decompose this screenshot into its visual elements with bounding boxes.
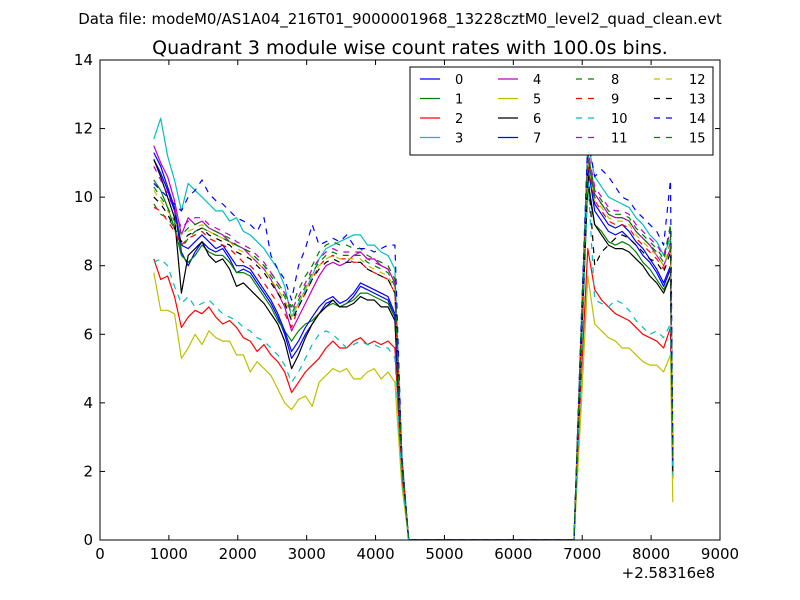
plot-area [153, 117, 674, 540]
legend-label-3: 3 [455, 132, 463, 147]
plot-frame [99, 59, 721, 541]
legend-label-12: 12 [689, 73, 706, 88]
x-tick-label: 1000 [150, 545, 188, 563]
series-line-14 [153, 138, 674, 540]
x-tick-label: 6000 [494, 545, 532, 563]
legend-label-10: 10 [611, 112, 628, 127]
x-tick-label: 5000 [425, 545, 463, 563]
series-line-7 [153, 152, 674, 540]
legend-label-9: 9 [611, 93, 619, 108]
y-tick-label: 4 [83, 394, 93, 412]
series-line-11 [153, 148, 674, 540]
y-tick-label: 6 [83, 325, 93, 343]
x-tick-label: 2000 [219, 545, 257, 563]
series-line-1 [153, 179, 674, 540]
y-tick-label: 2 [83, 462, 93, 480]
legend-label-1: 1 [455, 93, 463, 108]
x-tick-label: 4000 [356, 545, 394, 563]
series-line-15 [153, 158, 674, 540]
x-tick-label: 7000 [563, 545, 601, 563]
legend-label-2: 2 [455, 112, 463, 127]
legend-label-6: 6 [533, 112, 541, 127]
series-lines [153, 117, 674, 540]
series-line-10 [153, 176, 674, 540]
axes: 0 1000 2000 3000 4000 5000 6000 7000 8000 9000 0 2 4… [74, 51, 739, 563]
legend-label-14: 14 [689, 112, 706, 127]
y-tick-label: 10 [74, 188, 93, 206]
legend-label-5: 5 [533, 93, 541, 108]
x-tick-label: 0 [95, 545, 105, 563]
legend-label-4: 4 [533, 73, 541, 88]
series-line-5 [153, 272, 674, 540]
series-line-13 [153, 169, 674, 540]
datafile-caption: Data file: modeM0/AS1A04_216T01_90000019… [78, 10, 722, 29]
y-tick-label: 12 [74, 120, 93, 138]
legend-label-0: 0 [455, 73, 463, 88]
legend-label-7: 7 [533, 132, 541, 147]
y-tick-label: 14 [74, 51, 93, 69]
legend-box [409, 66, 714, 156]
series-line-6 [153, 159, 674, 540]
series-line-8 [153, 152, 674, 540]
series-line-3 [153, 117, 674, 540]
y-tick-label: 0 [83, 531, 93, 549]
x-tick-label: 3000 [288, 545, 326, 563]
x-tick-label: 9000 [701, 545, 739, 563]
x-tick-label: 8000 [632, 545, 670, 563]
chart-title: Quadrant 3 module wise count rates with … [152, 37, 668, 59]
x-offset-label: +2.58316e8 [622, 564, 715, 582]
y-tick-label: 8 [83, 257, 93, 275]
series-line-9 [153, 162, 674, 540]
legend-label-11: 11 [611, 132, 628, 147]
legend-label-13: 13 [689, 93, 706, 108]
legend-label-15: 15 [689, 132, 706, 147]
legend-label-8: 8 [611, 73, 619, 88]
